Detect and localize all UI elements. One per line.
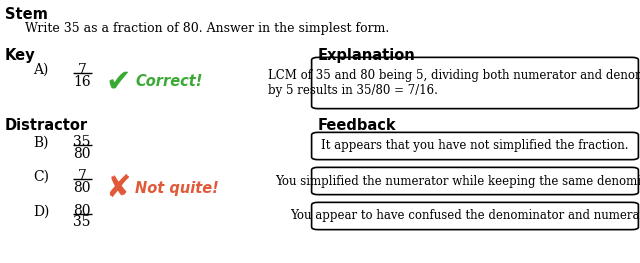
Text: 35: 35 [73,215,91,230]
Text: Correct!: Correct! [135,74,202,89]
Text: ✔: ✔ [105,68,131,97]
Text: Write 35 as a fraction of 80. Answer in the simplest form.: Write 35 as a fraction of 80. Answer in … [25,22,389,35]
Text: A): A) [33,63,49,77]
Text: Not quite!: Not quite! [135,180,219,195]
Text: 7: 7 [77,169,86,183]
Text: 80: 80 [73,146,91,160]
Text: Explanation: Explanation [318,48,416,63]
Text: D): D) [33,205,49,219]
Text: 80: 80 [73,204,91,218]
Text: C): C) [33,170,49,184]
Text: Key: Key [5,48,36,63]
Text: Distractor: Distractor [5,118,88,133]
Text: 35: 35 [73,135,91,149]
Text: 7: 7 [77,63,86,77]
Text: You appear to have confused the denominator and numerator.: You appear to have confused the denomina… [291,210,640,222]
Text: LCM of 35 and 80 being 5, dividing both numerator and denominator
by 5 results i: LCM of 35 and 80 being 5, dividing both … [268,69,640,97]
Text: Stem: Stem [5,7,48,22]
Text: It appears that you have not simplified the fraction.: It appears that you have not simplified … [321,139,628,153]
Text: Feedback: Feedback [318,118,397,133]
Text: ✘: ✘ [105,174,131,203]
Text: You simplified the numerator while keeping the same denominator.: You simplified the numerator while keepi… [275,174,640,188]
Text: B): B) [33,136,49,150]
Text: 80: 80 [73,180,91,195]
Text: 16: 16 [73,74,91,89]
